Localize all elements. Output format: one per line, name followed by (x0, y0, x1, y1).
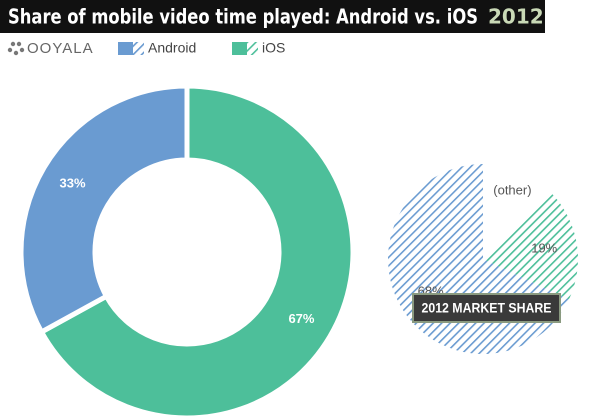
data-label: 33% (60, 176, 86, 191)
segment (18, 83, 190, 336)
segment (38, 83, 356, 417)
legend-label: Android (148, 40, 196, 56)
legend: Android iOS (118, 40, 285, 56)
title-bar (0, 0, 545, 33)
brand: OOYALA (27, 40, 94, 57)
data-label: 67% (288, 311, 314, 326)
legend-label: iOS (262, 40, 285, 56)
segment-label: (other) (493, 182, 531, 197)
segment (483, 193, 578, 300)
plot: 67%33% (other)19%68%2012 MARKET SHARE (18, 83, 578, 417)
logo-dots (7, 41, 25, 56)
chart-title-box (412, 293, 561, 323)
legend-swatch-fill (232, 42, 247, 55)
data-label: 19% (531, 241, 557, 256)
legend-swatch-fill (118, 42, 133, 55)
chart-title: 2012 MARKET SHARE (422, 300, 552, 316)
title: Share of mobile video time played: Andro… (8, 5, 478, 29)
title-year: 2012 (488, 5, 544, 29)
segment (483, 164, 553, 259)
